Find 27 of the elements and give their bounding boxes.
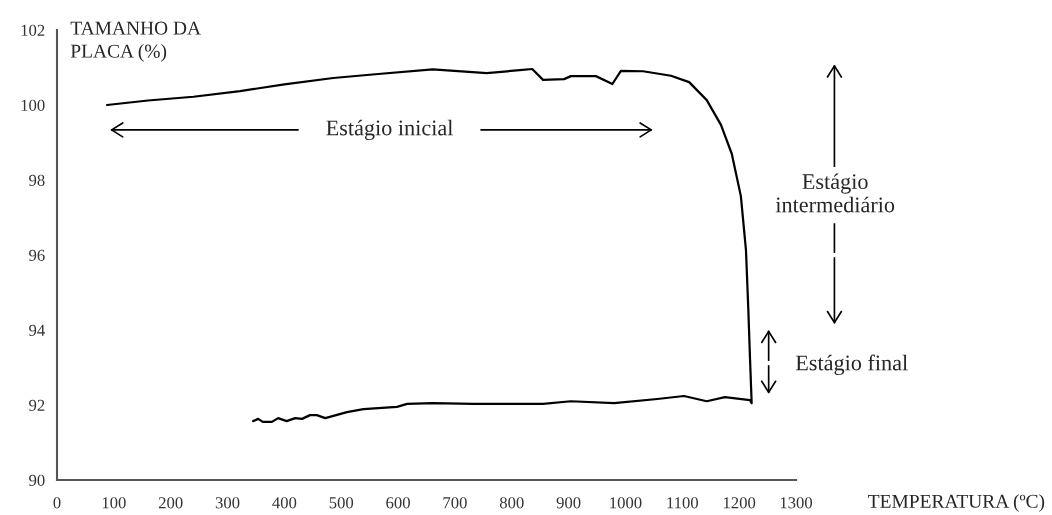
annotation: Estágio intermediário <box>775 173 895 213</box>
x-tick-label: 800 <box>499 497 524 509</box>
x-tick-label: 200 <box>158 497 183 509</box>
x-tick-label: 600 <box>386 497 410 509</box>
x-tick-label: 1100 <box>667 497 699 509</box>
line-series <box>105 67 753 423</box>
annotation: Estágio inicial <box>326 119 453 141</box>
y-tick-label: 102 <box>21 24 45 36</box>
y-tick-label: 98 <box>29 174 45 186</box>
x-tick-label: 700 <box>443 497 467 509</box>
x-axis-title: TEMPERATURA (ºC) <box>868 494 1045 512</box>
annotation: Estágio final <box>795 354 908 376</box>
y-axis-title: TAMANHO DA PLACA (%) <box>70 21 201 62</box>
x-tick-label: 0 <box>53 497 61 509</box>
y-tick-label: 96 <box>29 249 45 261</box>
x-tick-label: 900 <box>556 497 581 509</box>
x-tick-label: 400 <box>272 497 297 509</box>
x-tick-label: 1200 <box>723 497 756 509</box>
y-tick-label: 94 <box>29 324 45 336</box>
y-tick-label: 100 <box>21 99 45 111</box>
x-tick-label: 500 <box>329 497 354 509</box>
x-tick-label: 1000 <box>610 497 642 509</box>
x-tick-label: 1300 <box>780 497 813 509</box>
x-tick-label: 300 <box>215 497 240 509</box>
y-tick-label: 92 <box>29 399 45 411</box>
y-tick-label: 90 <box>29 474 45 486</box>
x-tick-label: 100 <box>102 497 126 509</box>
